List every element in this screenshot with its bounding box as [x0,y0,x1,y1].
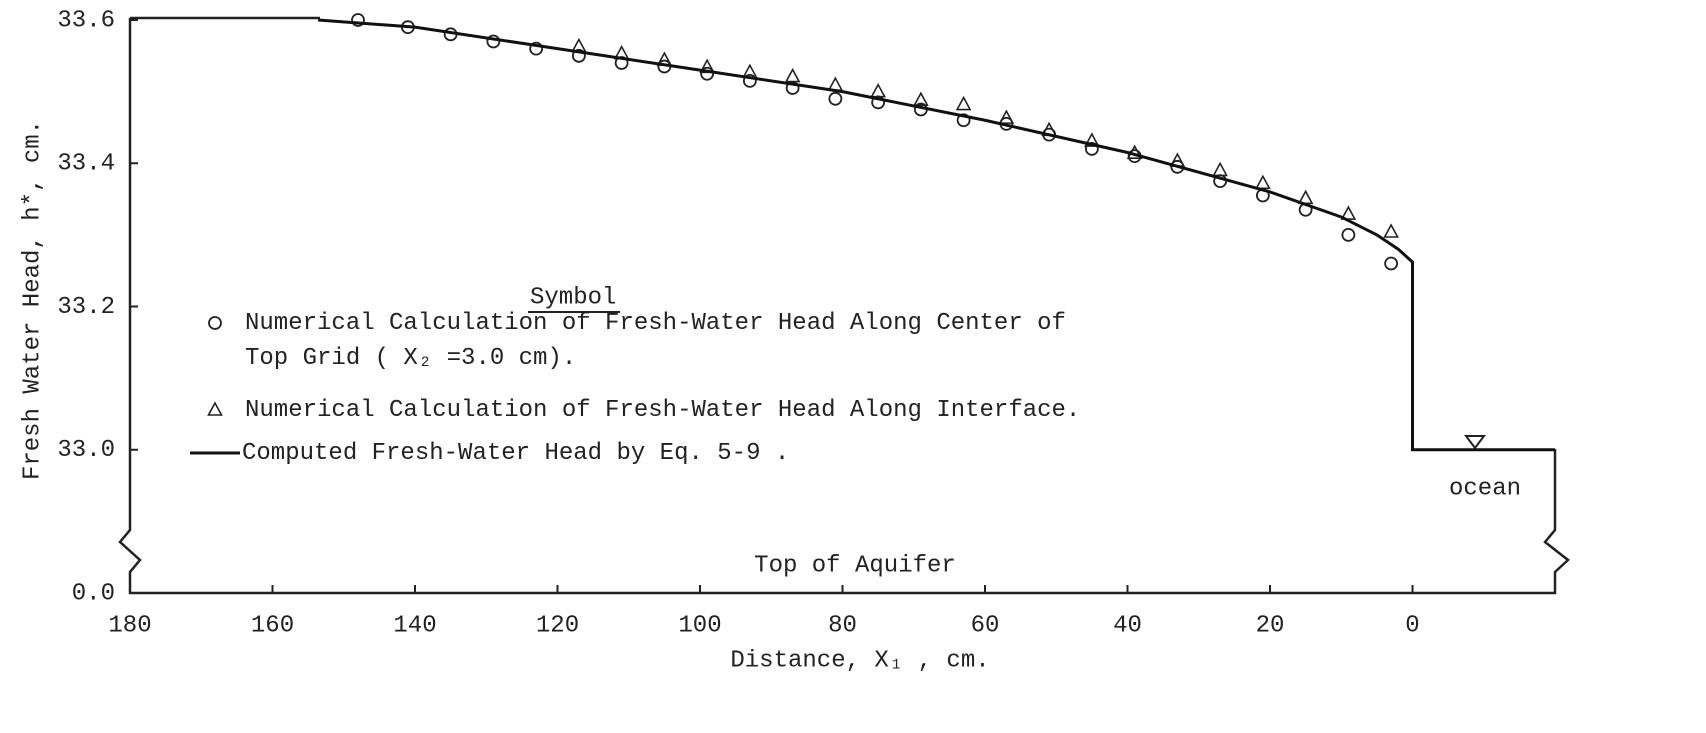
legend-symbol [207,401,223,416]
annotation: Top of Aquifer [754,552,956,579]
x-tick-label: 0 [1405,612,1419,639]
legend-label: Numerical Calculation of Fresh-Water Hea… [245,397,1081,424]
y-tick-label: 33.6 [57,7,115,34]
water-level-symbol [1464,435,1486,450]
y-break-label: 0.0 [72,580,115,607]
x-tick-label: 60 [971,612,1000,639]
point [529,41,544,56]
x-tick-label: 160 [251,612,294,639]
x-tick-label: 20 [1256,612,1285,639]
legend-label: Computed Fresh-Water Head by Eq. 5-9 . [242,440,790,467]
line [317,18,1555,452]
point [742,73,757,88]
point [1383,223,1399,238]
point [1084,132,1100,147]
point [571,48,586,63]
point [1255,174,1271,190]
point [913,91,929,107]
point [828,91,843,106]
point [351,13,365,27]
x-tick-label: 140 [393,612,436,639]
x-tick-label: 80 [828,612,857,639]
point [486,34,501,49]
point [955,95,972,111]
point [1212,161,1228,177]
x-tick-label: 180 [108,612,151,639]
point [870,82,886,98]
y-tick-label: 33.0 [57,437,115,464]
y-tick-label: 33.4 [57,151,115,178]
x-tick-label: 40 [1113,612,1142,639]
legend-title: Symbol [530,284,616,311]
point [1341,227,1356,242]
y-tick-label: 33.2 [57,294,115,321]
point [998,109,1015,124]
y-axis-label: Fresh Water Head, h*, cm. [19,120,46,480]
x-tick-label: 100 [678,612,721,639]
legend-label: Numerical Calculation of Fresh-Water Hea… [245,310,1066,372]
x-axis-label: Distance, X₁ , cm. [730,647,989,674]
point [700,66,715,81]
point [784,67,801,83]
legend-symbol [208,316,222,330]
x-tick-label: 120 [536,612,579,639]
point [1384,256,1399,271]
point [956,113,971,128]
annotation: ocean [1449,475,1521,502]
